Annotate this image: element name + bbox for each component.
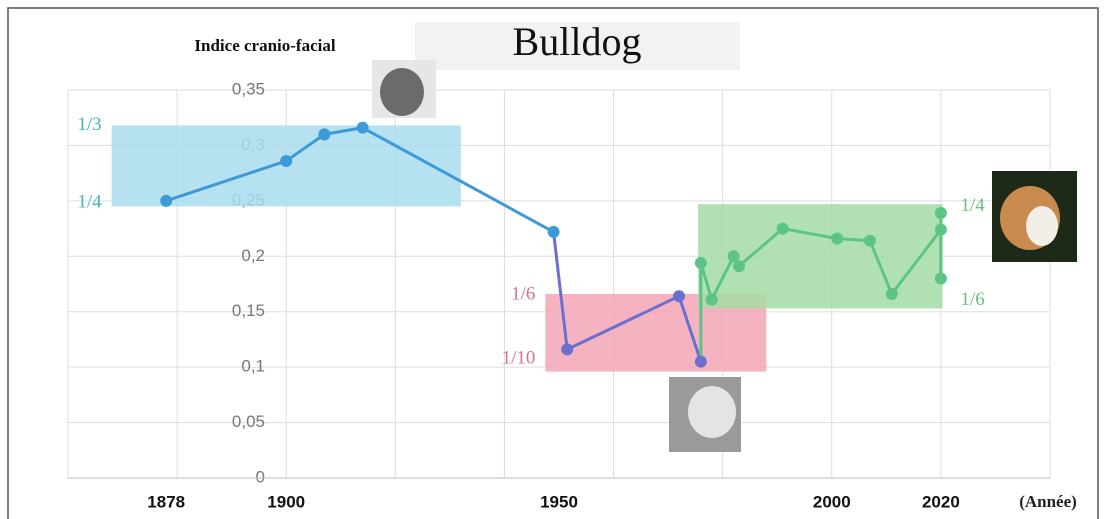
data-point [695,257,707,269]
x-axis-label: (Année) [1019,492,1077,511]
data-point [831,233,843,245]
y-tick-label: 0,15 [232,301,265,320]
ratio-label: 1/10 [502,348,536,369]
data-point [673,290,685,302]
y-tick-label: 0,35 [232,79,265,98]
ratio-label: 1/4 [961,195,986,216]
photo-shape [688,386,736,438]
y-tick-label: 0,05 [232,412,265,431]
data-point [160,195,172,207]
photo-shape [380,68,424,116]
data-point [777,223,789,235]
ratio-label: 1/3 [77,114,101,135]
data-point [935,207,947,219]
y-tick-label: 0,2 [241,246,265,265]
data-point [935,272,947,284]
data-point [935,224,947,236]
data-point [864,235,876,247]
data-point [561,343,573,355]
y-axis-label: Indice cranio-facial [194,36,335,55]
data-point [280,155,292,167]
data-point [706,294,718,306]
data-point [548,226,560,238]
ratio-label: 1/4 [77,191,102,212]
ratio-label: 1/6 [511,283,535,304]
y-tick-label: 0,1 [241,357,265,376]
photo-shape [1026,206,1058,246]
data-point [318,128,330,140]
data-point [695,356,707,368]
ratio-label: 1/6 [961,289,985,310]
plot-area: 00,050,10,150,20,250,30,3518781900195020… [68,79,1050,511]
y-tick-label: 0 [256,467,265,486]
chart: Bulldog Indice cranio-facial (Année) 0 0,… [0,0,1107,519]
data-point [733,260,745,272]
x-tick-label: 1900 [267,492,305,511]
data-point [357,122,369,134]
x-tick-label: 2000 [813,492,851,511]
data-point [886,288,898,300]
x-tick-label: 1950 [540,492,578,511]
x-tick-label: 1878 [147,492,185,511]
chart-title: Bulldog [513,19,642,64]
x-tick-label: 2020 [922,492,960,511]
